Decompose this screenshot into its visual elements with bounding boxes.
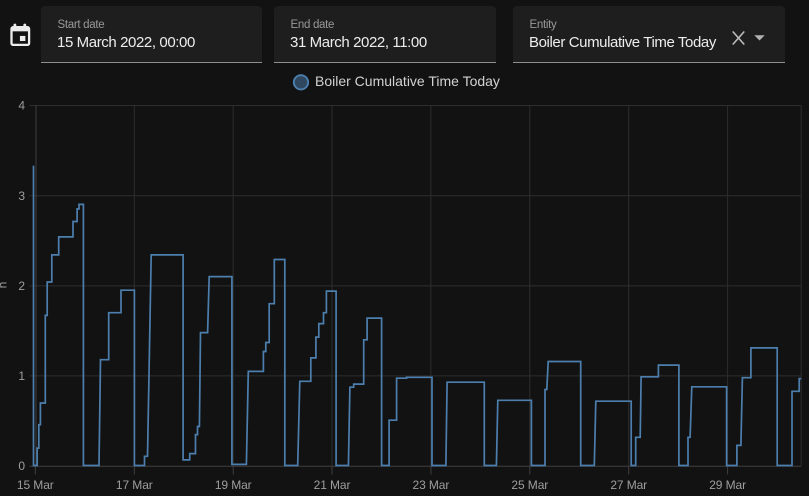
svg-text:0: 0: [18, 459, 25, 473]
svg-text:2: 2: [18, 279, 25, 293]
svg-text:17 Mar: 17 Mar: [116, 478, 153, 492]
svg-text:4: 4: [18, 99, 25, 113]
svg-text:21 Mar: 21 Mar: [314, 478, 351, 492]
svg-text:29 Mar: 29 Mar: [709, 478, 746, 492]
svg-text:h: h: [0, 282, 10, 289]
svg-text:27 Mar: 27 Mar: [610, 478, 647, 492]
svg-text:25 Mar: 25 Mar: [511, 478, 548, 492]
svg-text:1: 1: [18, 369, 25, 383]
svg-text:15 Mar: 15 Mar: [17, 478, 54, 492]
svg-text:3: 3: [18, 189, 25, 203]
svg-text:23 Mar: 23 Mar: [413, 478, 450, 492]
svg-text:19 Mar: 19 Mar: [215, 478, 252, 492]
